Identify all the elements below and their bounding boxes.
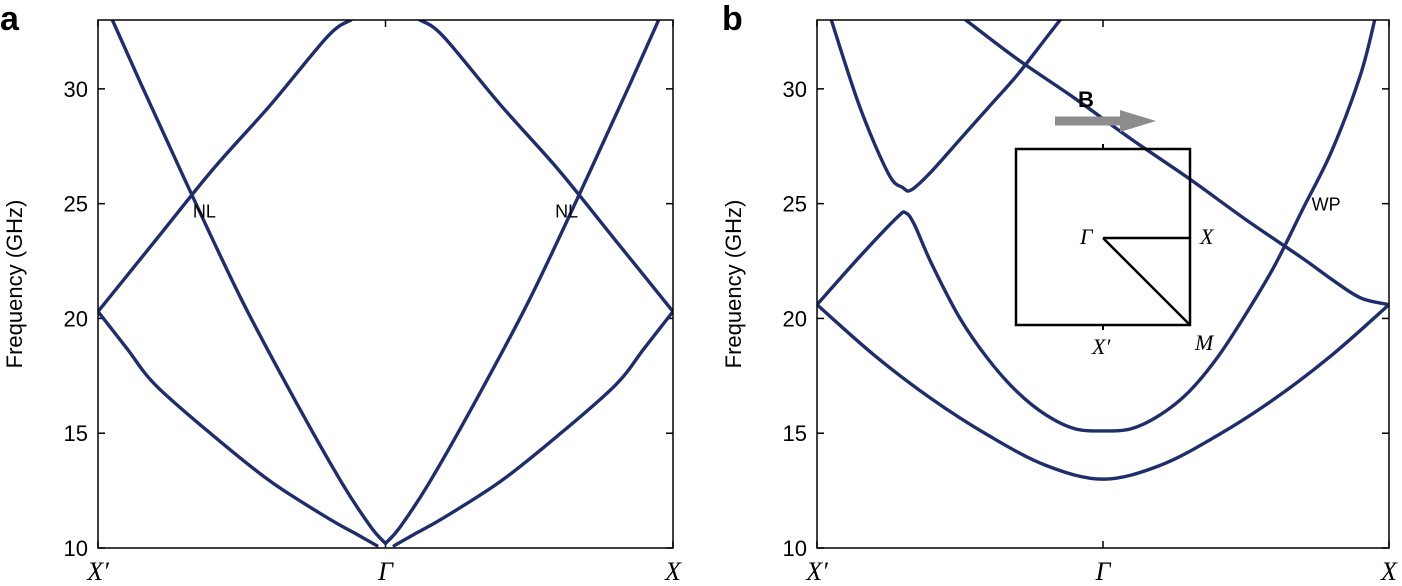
ytick-label: 10: [64, 536, 88, 561]
inset-m-label: M: [1194, 330, 1215, 355]
xtick-label: X′: [86, 557, 109, 586]
panel-a-letter: a: [0, 0, 20, 38]
crossing-annotation: WP: [1312, 195, 1341, 215]
panel-b-annotations: WP: [1312, 195, 1341, 215]
ytick-label: 15: [64, 421, 88, 446]
xtick-label: Γ: [377, 557, 394, 586]
ytick-label: 25: [783, 192, 807, 217]
panel-b-letter: b: [722, 0, 743, 38]
panel-a: a Frequency (GHz) 10 15 20 25 30 X′ Γ X NL NL: [0, 0, 682, 586]
panel-a-yticks: 10 15 20 25 30: [64, 77, 673, 561]
panel-a-frame: [97, 19, 674, 549]
panel-a-series-group: [98, 20, 673, 548]
panel-a-ylabel: Frequency (GHz): [2, 200, 27, 369]
magnetic-field-arrowhead: [1120, 110, 1156, 132]
xtick-label: Γ: [1095, 557, 1112, 586]
ytick-label: 20: [783, 306, 807, 331]
ytick-label: 15: [783, 421, 807, 446]
panel-a-xticks: X′ Γ X: [86, 20, 682, 586]
band-line-1: [98, 309, 379, 548]
band-line-6: [418, 20, 673, 314]
ytick-label: 25: [64, 192, 88, 217]
crossing-annotation: NL: [193, 202, 216, 222]
crossing-annotation: NL: [555, 202, 578, 222]
band-line-4: [392, 309, 673, 548]
inset-b-label: B: [1078, 87, 1094, 112]
inset-x-label: X: [1199, 224, 1215, 249]
inset-gamma-label: Γ: [1079, 224, 1094, 249]
panel-b-ylabel: Frequency (GHz): [721, 200, 746, 369]
ytick-label: 10: [783, 536, 807, 561]
ytick-label: 30: [64, 77, 88, 102]
panel-b-series-group: [817, 20, 1389, 481]
panel-a-annotations: NL NL: [193, 202, 578, 222]
band-line-3: [829, 20, 1062, 193]
band-line-5: [383, 20, 661, 546]
panel-b: b Frequency (GHz) 10 15 20 25 30 X′ Γ X WP B Γ…: [721, 0, 1398, 586]
band-line-4: [964, 20, 1389, 307]
xtick-label: X′: [805, 557, 828, 586]
band-line-1: [817, 302, 1389, 481]
band-line-2: [110, 20, 388, 546]
xtick-label: X: [664, 557, 682, 586]
xtick-label: X: [1380, 557, 1398, 586]
band-line-3: [98, 20, 353, 314]
inset-xprime-label: X′: [1091, 334, 1111, 359]
ytick-label: 20: [64, 306, 88, 331]
inset-gamma-m-path: [1102, 237, 1191, 326]
panel-b-frame: [816, 19, 1390, 549]
band-line-2: [817, 20, 1377, 433]
brillouin-zone-inset: B Γ X X′ M: [1014, 87, 1215, 359]
ytick-label: 30: [783, 77, 807, 102]
panel-b-yticks: 10 15 20 25 30: [783, 77, 1389, 561]
panel-b-xticks: X′ Γ X: [805, 20, 1398, 586]
